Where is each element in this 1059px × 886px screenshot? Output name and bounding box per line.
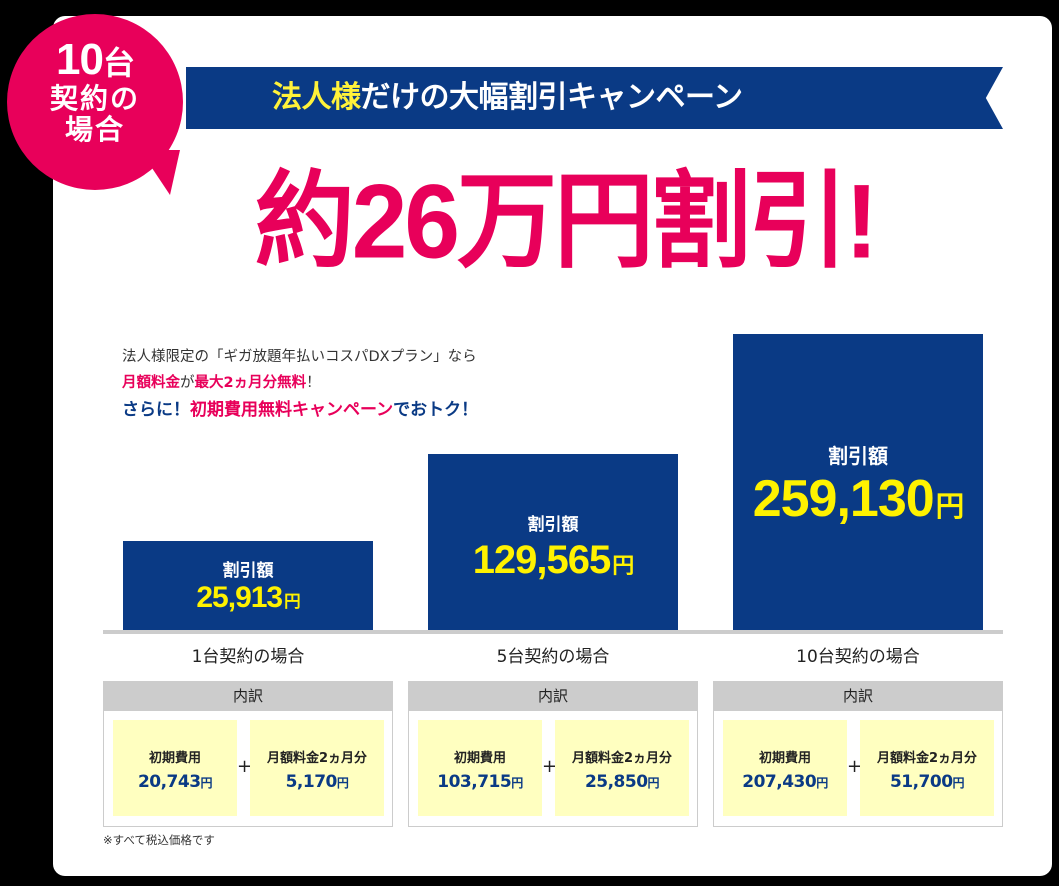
plus-icon: + <box>847 756 863 777</box>
breakdown-title: 内訳 <box>714 682 1002 711</box>
intro-line2: 月額料金が最大2ヵ月分無料！ <box>122 372 562 394</box>
case-label-1-unit: 1台契約の場合 <box>191 647 305 667</box>
case-label-5-units: 5台契約の場合 <box>496 647 610 667</box>
yen-unit: 円 <box>647 776 660 790</box>
headline-discount: 約26万円割引! <box>254 163 879 281</box>
case-label-10-units: 10台契約の場合 <box>796 647 920 667</box>
plus-icon: + <box>542 756 558 777</box>
initial-fee-label: 初期費用 <box>453 751 506 766</box>
initial-fee-amount: 20,743 <box>137 772 201 792</box>
yen-unit: 円 <box>200 776 213 790</box>
monthly-fee-label: 月額料金2ヵ月分 <box>266 751 368 766</box>
initial-fee-label: 初期費用 <box>758 751 811 766</box>
badge-count: 10 <box>56 35 104 84</box>
intro-particle: が <box>180 375 195 391</box>
breakdown-title: 内訳 <box>104 682 392 711</box>
bar-baseline-divider <box>103 630 1003 634</box>
initial-fee-box: 初期費用 20,743円 <box>113 720 237 816</box>
discount-amount: 259,130 <box>752 470 935 528</box>
intro-good-deal: でおトク！ <box>393 400 479 420</box>
monthly-fee-label: 月額料金2ヵ月分 <box>571 751 673 766</box>
discount-value: 25,913 円 <box>123 581 373 619</box>
discount-bar-10-units: 割引額 259,130円 <box>733 334 983 630</box>
yen-unit: 円 <box>612 553 634 578</box>
discount-label: 割引額 <box>222 561 274 580</box>
intro-free-months: 最大2ヵ月分無料 <box>194 375 307 391</box>
discount-value: 129,565円 <box>428 537 678 589</box>
initial-fee-amount: 207,430 <box>742 772 817 792</box>
badge-line2: 契約の <box>49 83 140 115</box>
monthly-fee-value: 25,850円 <box>555 772 689 792</box>
initial-fee-value: 207,430円 <box>723 772 847 792</box>
yen-unit: 円 <box>511 776 523 790</box>
monthly-fee-box: 月額料金2ヵ月分 5,170円 <box>250 720 384 816</box>
intro-furthermore: さらに！ <box>122 400 190 420</box>
initial-fee-amount: 103,715 <box>437 772 512 792</box>
initial-fee-box: 初期費用 103,715円 <box>418 720 542 816</box>
initial-fee-label: 初期費用 <box>148 751 201 766</box>
monthly-fee-value: 51,700円 <box>860 772 994 792</box>
monthly-fee-label: 月額料金2ヵ月分 <box>876 751 978 766</box>
discount-amount: 129,565 <box>472 538 612 582</box>
badge-count-unit: 台 <box>102 45 135 81</box>
monthly-fee-box: 月額料金2ヵ月分 51,700円 <box>860 720 994 816</box>
tax-footnote: ※すべて税込価格です <box>103 833 215 847</box>
initial-fee-value: 103,715円 <box>418 772 542 792</box>
discount-bar-5-units: 割引額 129,565円 <box>428 454 678 630</box>
monthly-fee-amount: 5,170 <box>285 772 338 792</box>
yen-unit: 円 <box>816 776 828 790</box>
intro-line1: 法人様限定の「ギガ放題年払いコスパDXプラン」なら <box>122 349 477 365</box>
intro-exclaim: ！ <box>306 375 321 391</box>
intro-text: 法人様限定の「ギガ放題年払いコスパDXプラン」なら 月額料金が最大2ヵ月分無料！… <box>122 346 562 423</box>
initial-fee-box: 初期費用 207,430円 <box>723 720 847 816</box>
breakdown-panel-10-units: 内訳 初期費用 207,430円 + 月額料金2ヵ月分 51,700円 <box>713 681 1003 827</box>
discount-amount: 25,913 <box>196 581 283 614</box>
plus-icon: + <box>237 756 253 777</box>
monthly-fee-value: 5,170円 <box>250 772 384 792</box>
badge-text: 10台 契約の 場合 <box>7 35 183 146</box>
intro-line3: さらに！初期費用無料キャンペーンでおトク！ <box>122 397 562 423</box>
breakdown-panel-5-units: 内訳 初期費用 103,715円 + 月額料金2ヵ月分 25,850円 <box>408 681 698 827</box>
breakdown-panel-1-unit: 内訳 初期費用 20,743円 + 月額料金2ヵ月分 5,170円 <box>103 681 393 827</box>
discount-value: 259,130円 <box>733 469 983 537</box>
badge-line3: 場合 <box>64 114 125 146</box>
yen-unit: 円 <box>952 776 965 790</box>
monthly-fee-amount: 51,700 <box>889 772 953 792</box>
campaign-title: 法人様だけの大幅割引キャンペーン <box>272 67 743 129</box>
intro-monthly-fee: 月額料金 <box>122 375 180 391</box>
breakdown-title: 内訳 <box>409 682 697 711</box>
monthly-fee-amount: 25,850 <box>584 772 648 792</box>
campaign-title-highlight: 法人様 <box>272 81 361 114</box>
campaign-ribbon <box>186 67 1003 129</box>
intro-initial-fee-campaign: 初期費用無料キャンペーン <box>190 400 394 420</box>
yen-unit: 円 <box>336 776 349 790</box>
yen-unit: 円 <box>935 491 965 523</box>
yen-unit: 円 <box>284 593 300 611</box>
discount-label: 割引額 <box>828 446 888 468</box>
initial-fee-value: 20,743円 <box>113 772 237 792</box>
discount-bar-1-unit: 割引額 25,913 円 <box>123 541 373 630</box>
discount-label: 割引額 <box>527 515 579 534</box>
campaign-title-rest: だけの大幅割引キャンペーン <box>360 81 744 114</box>
monthly-fee-box: 月額料金2ヵ月分 25,850円 <box>555 720 689 816</box>
